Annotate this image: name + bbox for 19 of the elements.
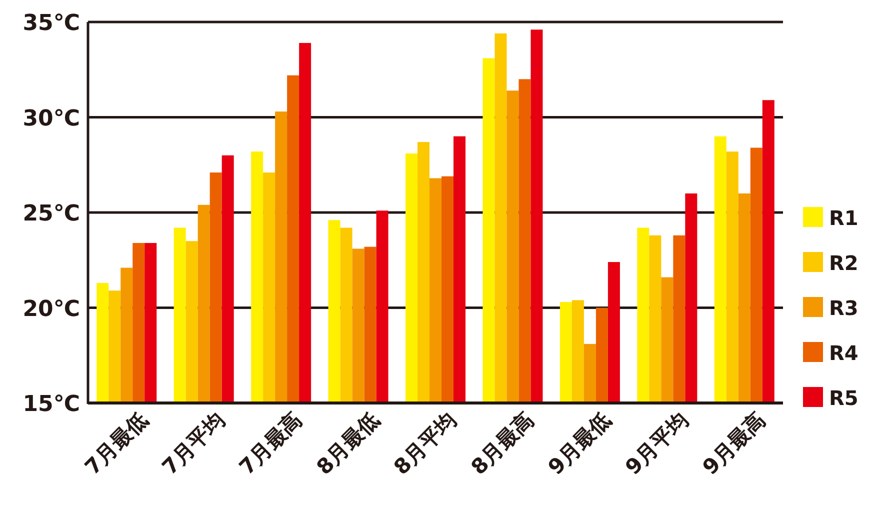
y-tick-label: 25℃ xyxy=(22,202,80,226)
legend-label: R4 xyxy=(829,341,858,365)
x-tick-label: 8月平均 xyxy=(389,408,462,480)
x-tick-label: 7月最高 xyxy=(234,408,307,480)
y-tick-label: 20℃ xyxy=(22,296,80,322)
x-tick-label: 9月平均 xyxy=(620,408,693,480)
x-tick-label: 7月最低 xyxy=(80,408,152,480)
legend-label: R2 xyxy=(829,251,858,275)
x-tick-label: 9月最高 xyxy=(698,408,770,480)
y-tick-label: 15℃ xyxy=(22,392,80,417)
legend-label: R5 xyxy=(829,386,858,410)
x-tick-label: 8月最低 xyxy=(312,408,384,480)
x-tick-label: 7月平均 xyxy=(158,408,230,480)
y-tick-label: 30℃ xyxy=(22,106,80,132)
x-tick-label: 8月最高 xyxy=(466,408,538,480)
y-tick-label: 35℃ xyxy=(22,11,80,36)
x-tick-label: 9月最低 xyxy=(544,408,616,480)
legend-label: R3 xyxy=(829,296,858,320)
legend-label: R1 xyxy=(829,206,858,230)
